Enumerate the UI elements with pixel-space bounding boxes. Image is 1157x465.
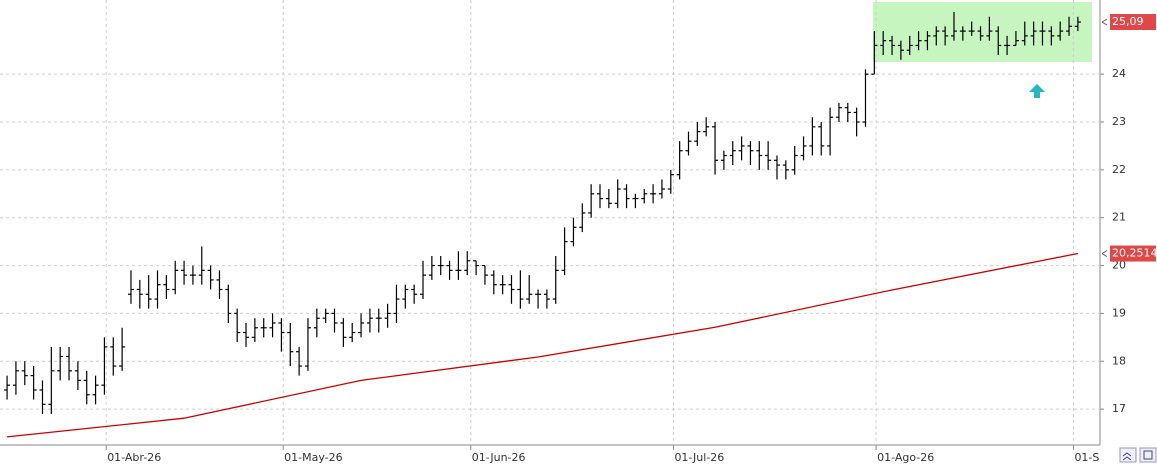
- x-tick-label: 01-Abr-26: [107, 451, 161, 464]
- price-tag: [1110, 245, 1156, 262]
- y-tick-label: 18: [1112, 354, 1126, 367]
- y-tick-label: 19: [1112, 306, 1126, 319]
- y-tick-label: 21: [1112, 211, 1126, 224]
- x-tick-label: 01-Jun-26: [472, 451, 526, 464]
- scroll-icon: [1122, 452, 1132, 461]
- y-tick-label: 23: [1112, 115, 1126, 128]
- x-tick-label: 01-May-26: [284, 451, 342, 464]
- price-tag: [1110, 14, 1156, 31]
- highlight-zone: [873, 2, 1092, 62]
- up-arrow: [1029, 84, 1045, 98]
- y-tick-label: 20: [1112, 259, 1126, 272]
- y-tick-label: 22: [1112, 163, 1126, 176]
- save-icon: [1143, 450, 1153, 460]
- price-tag-label: 25,09: [1112, 15, 1144, 28]
- y-tick-label: 17: [1112, 402, 1126, 415]
- x-tick-label: 01-Ago-26: [877, 451, 934, 464]
- y-tick-label: 24: [1112, 67, 1126, 80]
- price-tag-label: 20,2514: [1112, 247, 1157, 260]
- price-pointer: [1101, 250, 1108, 257]
- moving-average: [7, 252, 1079, 438]
- x-tick-label: 01-Jul-26: [674, 451, 724, 464]
- save-button[interactable]: [1139, 447, 1157, 463]
- x-tick-label: 01-S: [1074, 451, 1099, 464]
- scroll-button[interactable]: [1119, 447, 1137, 463]
- price-pointer: [1101, 18, 1108, 26]
